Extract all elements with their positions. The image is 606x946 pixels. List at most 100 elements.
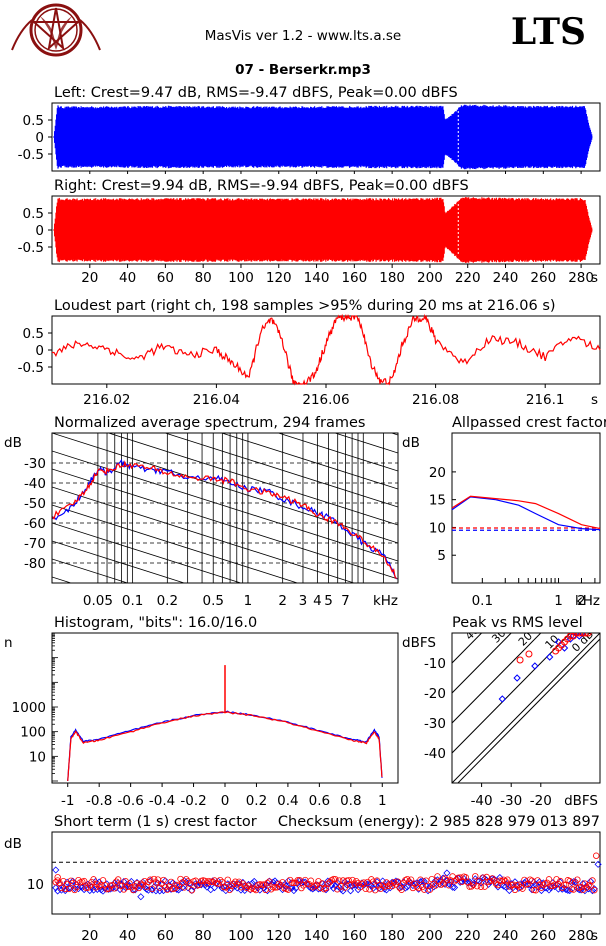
crest-point-blue [199,879,207,887]
crest-point-blue [69,877,77,885]
x-tick-label: 2 [577,593,586,609]
crest-point-red [264,879,271,887]
slope-grid [52,504,299,583]
y-tick-label: -20 [424,686,446,702]
x-tick-label: 1 [378,793,387,809]
crest-point-blue [401,884,409,892]
x-tick-label: 200 [417,928,443,944]
scatter-point-blue [560,644,569,652]
crest-outlier-blue [443,869,451,877]
crest-point-blue [501,883,510,891]
crest-point-red [570,886,577,893]
left-waveform-panel: Left: Crest=9.47 dB, RMS=-9.47 dBFS, Pea… [18,85,601,174]
crest-point-red [557,877,564,885]
crest-point-red [124,883,131,891]
scatter-point-blue [513,674,521,682]
x-tick-label: -20 [530,793,552,809]
average-spectrum-panel: Normalized average spectrum, 294 frames d… [4,415,399,609]
crest-point-red [167,878,175,886]
crest-point-blue [456,878,464,886]
y-tick-label: 0.5 [23,113,44,129]
crest-point-blue [311,884,319,892]
crest-point-blue [348,882,357,890]
crest-point-blue [331,882,340,890]
crest-point-red [215,880,222,887]
y-tick-label: 0 [35,343,44,359]
x-tick-label: 120 [266,928,292,944]
x-tick-label: 100 [228,928,254,944]
spectrum-series-1 [52,460,398,580]
x-unit-label: s [591,928,598,944]
crest-point-red [315,878,322,885]
x-tick-label: 216.1 [526,392,565,408]
crest-point-blue [290,887,298,895]
crest-point-red [415,884,422,892]
crest-point-blue [450,883,459,892]
slope-grid [220,433,398,490]
crest-point-red [574,876,581,883]
crest-point-red [311,882,318,890]
x-tick-label: 0.1 [472,593,493,609]
crest-point-red [275,880,282,888]
crest-point-blue [142,885,151,893]
crest-point-red [337,883,345,890]
diagonal-grid: 40 30 20 10 0 dB [452,633,600,783]
average-spectrum-title: Normalized average spectrum, 294 frames [54,415,365,431]
crest-point-red [551,881,558,888]
crest-point-blue [167,885,175,893]
crest-point-blue [541,884,549,892]
y-tick-label: -40 [424,746,446,762]
crest-point-blue [250,877,258,886]
crest-point-blue [95,878,103,886]
crest-point-red [370,878,377,885]
crest-point-blue [460,875,468,883]
x-tick-label: 180 [379,270,405,286]
slope-grid [52,540,186,583]
crest-point-red [336,877,343,884]
crest-point-blue [534,883,542,891]
y-tick-label: -50 [24,496,46,512]
crest-point-red [111,885,118,892]
crest-point-red [332,876,339,883]
crest-point-red [547,882,555,890]
crest-point-red [506,883,513,890]
y-axis-label: n [4,635,13,651]
x-tick-label: 160 [341,928,367,944]
left-waveform-signal [53,104,593,170]
crest-point-red [209,878,216,886]
x-tick-label: 280 [568,928,594,944]
x-tick-label: 60 [157,928,174,944]
crest-point-blue [566,887,574,895]
y-axis-label: dB [4,435,22,451]
crest-point-red [226,886,233,894]
x-tick-label: 0.5 [202,593,223,609]
crest-point-red [532,887,539,894]
y-tick-label: -0.5 [18,360,44,376]
crest-outlier-red [54,874,61,881]
x-tick-label: 0.05 [83,593,113,609]
crest-point-red [268,886,275,893]
crest-point-red [245,882,252,889]
crest-point-blue [347,887,355,895]
x-tick-label: 0.4 [277,793,298,809]
slope-grid [52,450,398,562]
crest-point-blue [267,880,275,888]
x-tick-label: -0.8 [86,793,112,809]
scatter-point-red [584,633,592,637]
crest-point-blue [588,887,597,895]
y-tick-label: 5 [437,548,446,564]
x-tick-label: 0 [221,793,230,809]
y-tick-label: -10 [424,656,446,672]
crest-point-blue [432,877,440,885]
scatter-point-red [572,633,580,637]
crest-point-red [122,878,129,885]
crest-point-red [589,877,596,884]
crest-point-blue [447,878,455,886]
x-tick-label: 140 [304,270,330,286]
crest-point-red [305,881,313,888]
right-waveform-title: Right: Crest=9.94 dB, RMS=-9.94 dBFS, Pe… [54,178,469,194]
crest-point-red [579,886,587,893]
crest-point-blue [131,886,139,894]
x-tick-label: 5 [324,593,333,609]
crest-point-red [388,882,396,890]
